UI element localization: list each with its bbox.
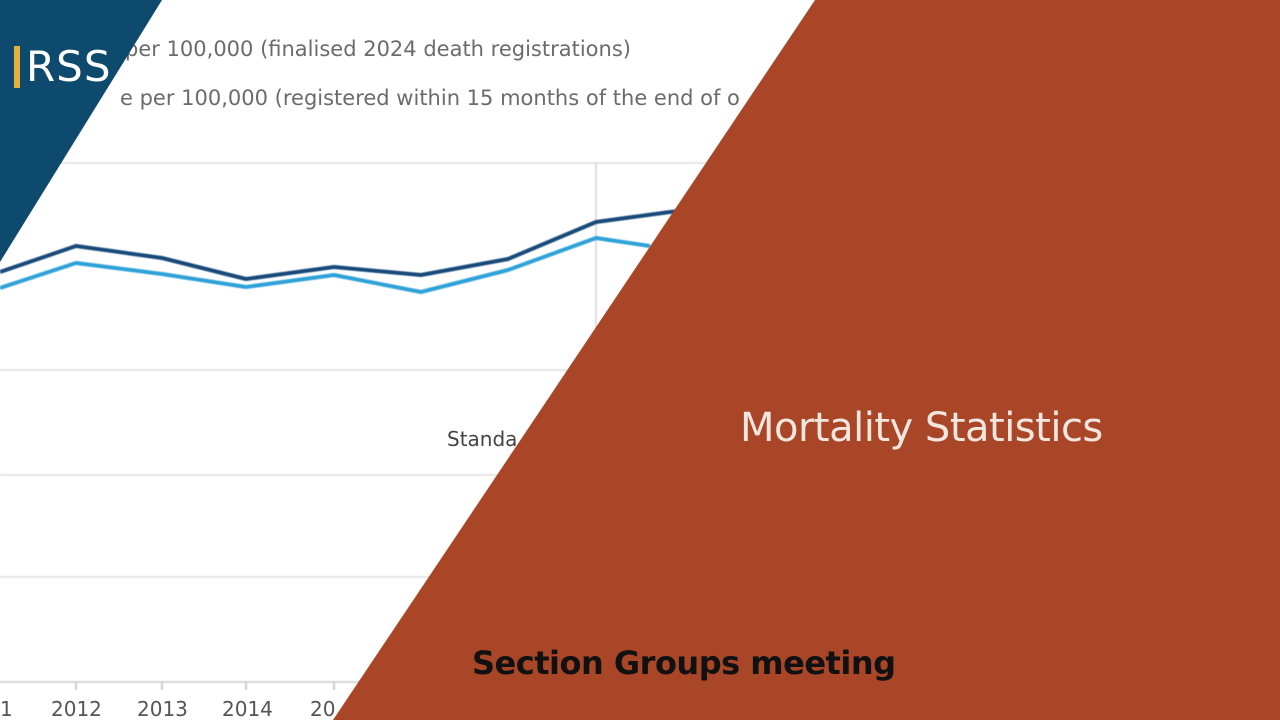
x-tick-label: 1 — [0, 697, 13, 720]
chart-axis-title: Standa — [447, 427, 518, 451]
series-line-light — [0, 236, 651, 294]
x-tick-label: 2012 — [51, 697, 102, 720]
series-line-dark — [0, 207, 701, 281]
slide-title: Mortality Statistics — [740, 405, 1103, 451]
chart-legend-entry: e per 100,000 (registered within 15 mont… — [120, 86, 740, 110]
x-tick-label: 2014 — [222, 697, 273, 720]
rss-logo: RSS — [14, 44, 112, 90]
x-axis-ticks — [75, 682, 335, 690]
logo-accent-bar — [14, 46, 20, 88]
x-tick-label: 2013 — [137, 697, 188, 720]
x-tick-label: 20 — [310, 697, 336, 720]
logo-text: RSS — [26, 42, 112, 91]
slide-subtitle: Section Groups meeting — [472, 644, 896, 682]
chart-legend-entry: per 100,000 (finalised 2024 death regist… — [125, 37, 631, 61]
